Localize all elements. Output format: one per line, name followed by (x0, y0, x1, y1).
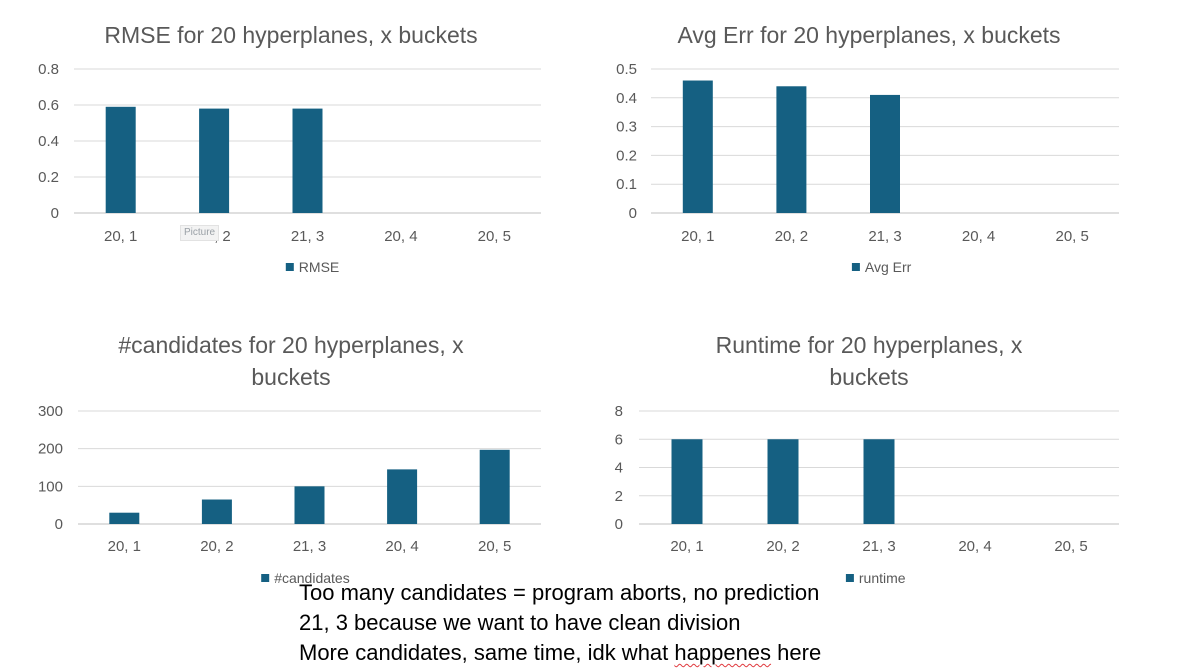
y-tick-label: 0.2 (38, 169, 59, 186)
bar (767, 439, 799, 524)
y-tick-label: 0.4 (616, 90, 637, 107)
y-tick-label: 0.6 (38, 97, 59, 114)
chart-2: Avg Err for 20 hyperplanes, x buckets 0 0.… (616, 22, 1119, 275)
bar (479, 449, 510, 524)
bar (387, 469, 418, 524)
y-tick-label: 8 (615, 403, 623, 420)
y-tick-label: 0 (51, 205, 59, 222)
picture-placeholder-tag: Picture (180, 225, 220, 241)
bar (292, 108, 323, 213)
chart-title-line: Avg Err for 20 hyperplanes, x buckets (677, 22, 1060, 48)
y-tick-label: 0.8 (38, 61, 59, 78)
y-tick-label: 200 (38, 441, 63, 458)
chart-title-line: Runtime for 20 hyperplanes, x (716, 332, 1023, 358)
x-tick-label: 21, 3 (291, 228, 324, 245)
x-tick-label: 21, 3 (293, 538, 326, 555)
bar (199, 108, 230, 213)
x-tick-label: 20, 2 (766, 538, 799, 555)
x-tick-label: 20, 2 (775, 228, 808, 245)
chart-title-line: RMSE for 20 hyperplanes, x buckets (104, 22, 477, 48)
chart-1: RMSE for 20 hyperplanes, x buckets 0 0.2 0.… (38, 22, 541, 275)
legend-swatch (851, 263, 860, 271)
chart-3: #candidates for 20 hyperplanes, x buckets… (38, 332, 541, 586)
y-tick-label: 0.2 (616, 147, 637, 164)
y-tick-label: 100 (38, 478, 63, 495)
chart-title-line: #candidates for 20 hyperplanes, x (118, 332, 464, 358)
y-tick-label: 300 (38, 403, 63, 420)
y-tick-label: 0.4 (38, 133, 59, 150)
x-tick-label: 20, 1 (108, 538, 141, 555)
y-tick-label: 0.5 (616, 61, 637, 78)
legend-label: #candidates (274, 570, 350, 586)
x-tick-label: 20, 1 (104, 228, 137, 245)
bar (105, 106, 136, 213)
legend-swatch (261, 574, 270, 582)
x-tick-label: 20, 4 (962, 228, 995, 245)
legend-swatch (285, 263, 294, 271)
x-tick-label: 20, 5 (478, 228, 511, 245)
x-tick-label: 20, 1 (681, 228, 714, 245)
bar (870, 94, 900, 213)
bar (294, 486, 325, 524)
note-line-3-end: here (771, 640, 822, 665)
y-tick-label: 6 (615, 431, 623, 448)
legend-label: RMSE (299, 259, 339, 275)
x-tick-label: 20, 2 (200, 538, 233, 555)
chart-4: Runtime for 20 hyperplanes, x buckets 0 2 4 6… (615, 332, 1119, 586)
y-tick-label: 2 (615, 488, 623, 505)
x-tick-label: 20, 5 (1054, 538, 1087, 555)
bar (682, 80, 713, 214)
note-line-2: 21, 3 because we want to have clean divi… (299, 610, 741, 635)
y-tick-label: 0 (55, 516, 63, 533)
x-tick-label: 20, 5 (1056, 228, 1089, 245)
y-tick-label: 0 (629, 205, 637, 222)
x-tick-label: 20, 4 (384, 228, 417, 245)
bar (863, 439, 895, 524)
y-tick-label: 0.3 (616, 119, 637, 136)
x-tick-label: 21, 3 (862, 538, 895, 555)
note-line-1: Too many candidates = program aborts, no… (299, 580, 820, 605)
y-tick-label: 0.1 (616, 176, 637, 193)
y-tick-label: 4 (615, 460, 623, 477)
note-line-3-start: More candidates, same time, idk what (299, 640, 675, 665)
x-tick-label: 21, 3 (868, 228, 901, 245)
misspelled-word: happenes (674, 640, 772, 665)
notes-textbox[interactable]: Too many candidates = program aborts, no… (299, 578, 821, 668)
x-tick-label: 20, 4 (958, 538, 991, 555)
note-line-3: More candidates, same time, idk what hap… (299, 638, 821, 668)
bar (671, 439, 703, 524)
legend-label: runtime (859, 570, 906, 586)
bar (109, 512, 140, 524)
x-tick-label: 20, 1 (670, 538, 703, 555)
chart-title-line: buckets (251, 364, 330, 390)
x-tick-label: 20, 5 (478, 538, 511, 555)
legend-label: Avg Err (865, 259, 912, 275)
chart-title-line: buckets (829, 364, 908, 390)
x-tick-label: 20, 4 (385, 538, 418, 555)
y-tick-label: 0 (615, 516, 623, 533)
bar (776, 86, 807, 213)
legend-swatch (845, 574, 854, 582)
bar (201, 499, 232, 524)
